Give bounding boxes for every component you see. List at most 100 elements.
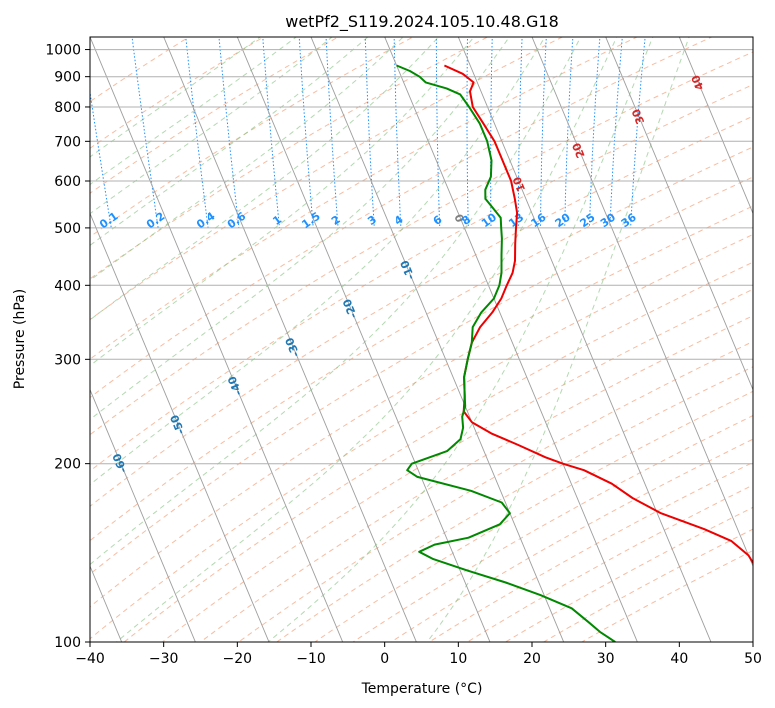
x-tick-label: 0 <box>380 651 389 667</box>
dry-adiabat <box>90 37 564 321</box>
moist-adiabat <box>90 37 475 367</box>
mixing-ratio-line <box>364 37 375 228</box>
moist-adiabat <box>90 37 404 281</box>
dry-adiabat <box>428 461 753 642</box>
isotherm-line <box>163 37 417 642</box>
dry-adiabat <box>90 83 753 472</box>
dry-adiabat <box>237 340 753 642</box>
mixing-ratio-label: 2 <box>329 213 343 228</box>
dry-adiabat <box>504 506 753 642</box>
mixing-ratio-line <box>218 37 240 228</box>
mixing-ratio-label: 36 <box>619 211 639 231</box>
x-axis-ticks: −40 −30 −20 −10 0 10 20 30 40 50 <box>75 642 762 667</box>
x-tick-label: −20 <box>223 651 253 667</box>
dry-adiabat <box>161 288 753 642</box>
x-tick-label: 40 <box>670 651 688 667</box>
mixing-ratio-label: 1 <box>270 213 284 228</box>
moist-adiabat <box>90 37 333 215</box>
isotherm-label: 10 <box>510 174 528 193</box>
isotherm-line <box>457 37 712 642</box>
y-tick-label: 1000 <box>45 43 81 59</box>
dry-adiabat <box>542 528 753 642</box>
profile-series <box>396 64 753 642</box>
mixing-ratio-line <box>435 37 441 228</box>
mixing-ratio-label: 25 <box>577 211 597 230</box>
moist-adiabat <box>267 37 654 642</box>
y-tick-label: 200 <box>54 457 81 473</box>
dewpoint-line <box>396 64 616 642</box>
mixing-ratio-line <box>490 37 493 228</box>
isotherm-line <box>236 37 491 642</box>
isotherm-label: 20 <box>570 140 588 159</box>
dry-adiabat <box>314 390 753 642</box>
mixing-ratio-line <box>90 89 112 228</box>
dry-adiabat <box>580 549 753 642</box>
y-tick-label: 900 <box>54 70 81 86</box>
moist-adiabat <box>90 37 369 246</box>
dry-adiabat <box>90 37 414 238</box>
isotherm-label: -70 <box>53 490 73 514</box>
x-axis-label: Temperature (°C) <box>361 681 483 697</box>
mixing-ratio-line <box>325 37 339 228</box>
mixing-ratio-line <box>466 37 469 228</box>
x-tick-label: 20 <box>523 651 541 667</box>
isotherm-label: -30 <box>283 335 303 359</box>
isotherm-line <box>678 37 753 215</box>
x-tick-label: −40 <box>75 651 105 667</box>
moist-adiabat <box>116 37 618 642</box>
isotherm-label: -10 <box>398 258 418 282</box>
dry-adiabat <box>90 176 753 575</box>
isotherm-label: -40 <box>225 374 245 398</box>
y-axis-ticks: 100 200 300 400 500 600 700 800 900 1000 <box>45 43 90 651</box>
moist-adiabat <box>90 37 262 158</box>
y-tick-label: 500 <box>54 221 81 237</box>
moist-adiabat <box>90 37 298 186</box>
y-tick-label: 100 <box>54 635 81 651</box>
isotherm-line <box>90 37 344 642</box>
y-tick-label: 300 <box>54 352 81 368</box>
isotherm-line <box>752 37 753 39</box>
mixing-ratio-line <box>131 37 159 228</box>
isotherm-label: -80 <box>0 528 15 552</box>
dry-adiabat <box>90 146 753 542</box>
isotherm-label: 40 <box>689 73 707 92</box>
x-tick-label: 10 <box>449 651 467 667</box>
y-tick-label: 400 <box>54 278 81 294</box>
dry-adiabat <box>90 37 713 399</box>
background-lines <box>90 37 753 642</box>
isotherm-label: -20 <box>340 297 360 321</box>
mixing-ratio-label: 4 <box>392 213 406 228</box>
moist-adiabat <box>90 37 582 566</box>
dry-adiabat <box>90 37 265 149</box>
moist-adiabat <box>426 37 690 642</box>
y-tick-label: 700 <box>54 134 81 150</box>
mixing-ratio-line <box>298 37 314 228</box>
dry-adiabat <box>90 37 190 103</box>
pressure-gridlines <box>90 49 753 642</box>
isotherm-line <box>384 37 638 642</box>
dry-adiabat <box>90 37 489 280</box>
dry-adiabat <box>123 261 753 642</box>
mixing-ratio-label: 6 <box>431 213 445 228</box>
plot-frame <box>89 36 754 643</box>
moist-adiabat <box>90 37 546 486</box>
dry-adiabat <box>390 438 753 642</box>
isotherm-label: -50 <box>168 413 188 437</box>
mixing-ratio-label: 3 <box>365 213 379 228</box>
isotherm-line <box>531 37 753 568</box>
moist-adiabat <box>90 37 511 421</box>
mixing-ratio-label: 20 <box>553 211 573 231</box>
mixing-ratio-line <box>539 37 547 228</box>
mixing-ratio-line <box>630 37 646 228</box>
y-tick-label: 600 <box>54 174 81 190</box>
isotherm-line <box>605 37 753 391</box>
mixing-ratio-label: 30 <box>598 211 618 231</box>
y-axis-label: Pressure (hPa) <box>12 289 28 389</box>
isotherm-label: 30 <box>629 107 647 126</box>
dry-adiabat <box>275 366 753 642</box>
isotherm-line <box>90 212 270 642</box>
dry-adiabat <box>466 484 753 642</box>
x-tick-label: −30 <box>149 651 179 667</box>
isotherm-line <box>90 388 196 642</box>
